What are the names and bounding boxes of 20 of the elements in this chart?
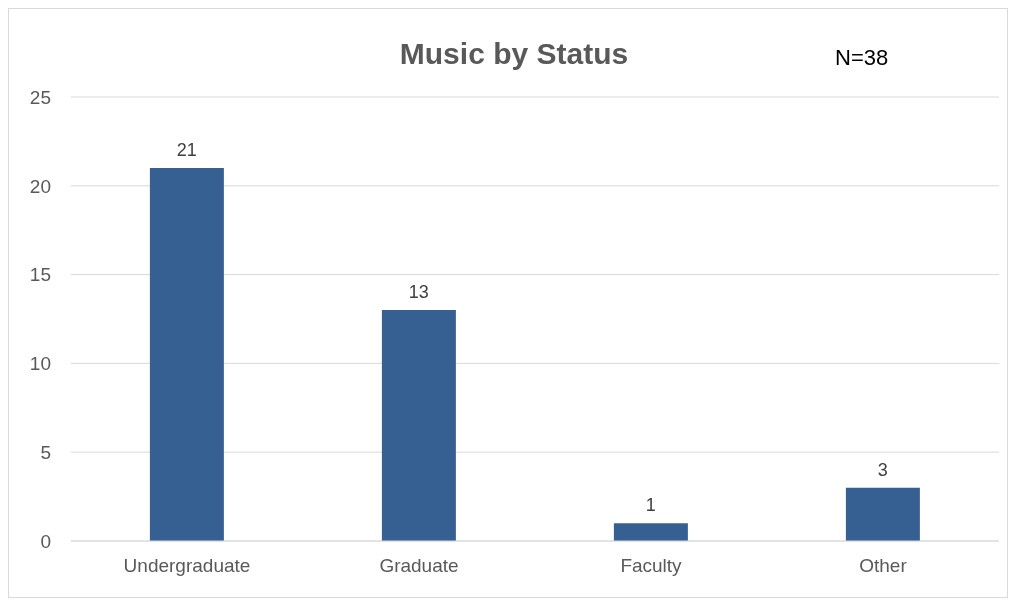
x-tick-label: Graduate <box>379 555 459 577</box>
data-label: 13 <box>408 282 429 303</box>
x-tick-label: Undergraduate <box>123 555 251 577</box>
y-tick-label: 0 <box>40 530 51 552</box>
text: N=38 <box>835 45 889 71</box>
y-tick-label: 25 <box>29 86 51 108</box>
bar <box>149 168 224 541</box>
y-tick-label: 15 <box>29 264 51 286</box>
bar <box>613 523 688 541</box>
x-tick-label: Other <box>859 555 908 577</box>
y-tick-label: 10 <box>29 353 51 375</box>
y-tick-label: 5 <box>40 441 51 463</box>
x-tick-label: Faculty <box>620 555 683 577</box>
bar <box>381 310 456 541</box>
data-label: 21 <box>176 140 197 161</box>
data-label: 3 <box>877 459 888 480</box>
y-tick-label: 20 <box>29 175 51 197</box>
bar <box>845 487 920 541</box>
chart-title: Music by Status <box>399 37 629 70</box>
data-label: 1 <box>645 495 656 516</box>
